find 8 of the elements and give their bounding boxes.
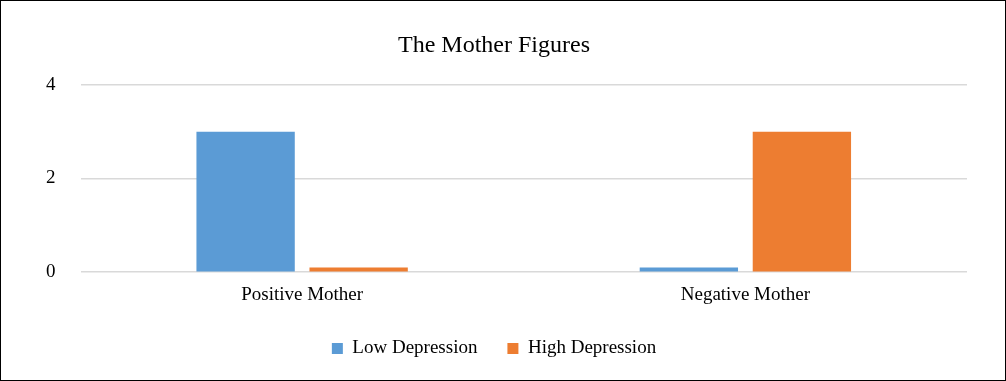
y-tick-label: 4 <box>46 72 56 94</box>
chart-title: The Mother Figures <box>398 30 590 57</box>
legend-label: Low Depression <box>352 336 478 358</box>
legend-label: High Depression <box>527 336 657 358</box>
x-tick-label: Negative Mother <box>680 282 811 304</box>
y-tick-label: 0 <box>46 260 56 282</box>
y-tick-label: 2 <box>46 166 56 188</box>
x-tick-label: Positive Mother <box>241 282 364 304</box>
